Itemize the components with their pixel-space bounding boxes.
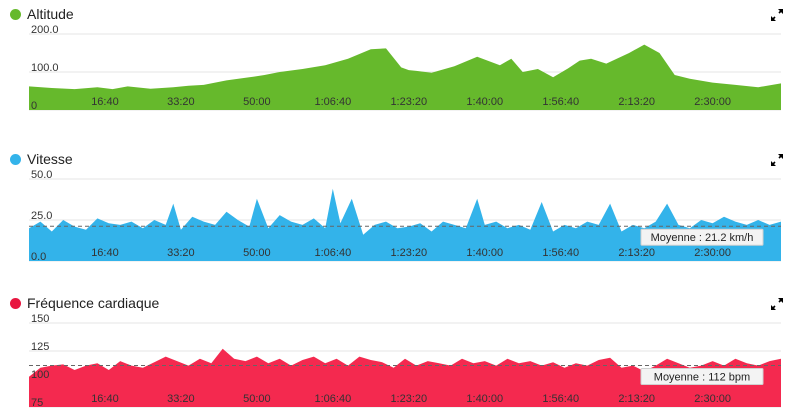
vitesse-title: Vitesse bbox=[27, 151, 73, 167]
x-tick-label: 1:40:00 bbox=[466, 96, 503, 108]
frequence-cardiaque-header: Fréquence cardiaque bbox=[10, 293, 159, 313]
series-area bbox=[29, 188, 781, 261]
x-tick-label: 1:06:40 bbox=[314, 247, 351, 259]
x-tick-label: 2:13:20 bbox=[618, 96, 655, 108]
x-tick-label: 1:23:20 bbox=[390, 96, 427, 108]
x-tick-label: 1:23:20 bbox=[390, 393, 427, 405]
x-tick-label: 1:40:00 bbox=[466, 393, 503, 405]
expand-icon[interactable] bbox=[770, 8, 784, 22]
y-tick-label: 25.0 bbox=[31, 210, 52, 222]
x-tick-label: 1:23:20 bbox=[390, 247, 427, 259]
x-tick-label: 1:40:00 bbox=[466, 247, 503, 259]
x-tick-label: 1:06:40 bbox=[314, 393, 351, 405]
average-badge: Moyenne : 21.2 km/h bbox=[640, 228, 764, 246]
x-tick-label: 1:56:40 bbox=[542, 393, 579, 405]
altitude-header: Altitude bbox=[10, 4, 74, 24]
x-tick-label: 2:30:00 bbox=[694, 393, 731, 405]
series-area bbox=[29, 44, 781, 110]
x-tick-label: 2:30:00 bbox=[694, 247, 731, 259]
x-tick-label: 50:00 bbox=[243, 393, 271, 405]
altitude-title: Altitude bbox=[27, 6, 74, 22]
y-tick-label: 75 bbox=[31, 397, 43, 409]
vitesse-header: Vitesse bbox=[10, 149, 73, 169]
x-tick-label: 16:40 bbox=[91, 96, 119, 108]
series-area bbox=[29, 348, 781, 407]
expand-icon[interactable] bbox=[770, 297, 784, 311]
vitesse-panel: Vitesse 50.0 25.0 0.0 16:40 33:20 50:00 1:06:4… bbox=[0, 149, 793, 267]
x-tick-label: 16:40 bbox=[91, 247, 119, 259]
average-label: Moyenne : 21.2 km/h bbox=[651, 232, 754, 244]
vitesse-dot-icon bbox=[10, 153, 21, 165]
altitude-panel: Altitude 200.0 100.0 0 16:40 33:20 50:00 1:06:… bbox=[0, 4, 793, 116]
average-badge: Moyenne : 112 bpm bbox=[640, 368, 764, 386]
x-tick-label: 16:40 bbox=[91, 393, 119, 405]
y-tick-label: 150 bbox=[31, 313, 49, 325]
x-tick-label: 1:56:40 bbox=[542, 247, 579, 259]
altitude-chart: 200.0 100.0 0 16:40 33:20 50:00 1:06:40 1:23:20… bbox=[29, 24, 781, 112]
y-tick-label: 0.0 bbox=[31, 251, 46, 263]
x-tick-label: 2:13:20 bbox=[618, 247, 655, 259]
y-tick-label: 100 bbox=[31, 369, 49, 381]
frequence-cardiaque-chart: 150 125 100 75 16:40 33:20 50:00 1:06:40 1:23:20… bbox=[29, 313, 781, 409]
x-tick-label: 33:20 bbox=[167, 96, 195, 108]
frequence-cardiaque-panel: Fréquence cardiaque 150 125 100 75 16:40 33:2… bbox=[0, 293, 793, 417]
y-tick-label: 100.0 bbox=[31, 62, 59, 74]
x-tick-label: 2:30:00 bbox=[694, 96, 731, 108]
x-tick-label: 1:06:40 bbox=[314, 96, 351, 108]
average-badge-box bbox=[640, 368, 764, 386]
expand-icon[interactable] bbox=[770, 153, 784, 167]
y-tick-label: 50.0 bbox=[31, 169, 52, 181]
x-tick-label: 1:56:40 bbox=[542, 96, 579, 108]
frequence-cardiaque-title: Fréquence cardiaque bbox=[27, 295, 160, 311]
y-tick-label: 200.0 bbox=[31, 24, 59, 36]
average-label: Moyenne : 112 bpm bbox=[654, 372, 750, 384]
vitesse-chart: 50.0 25.0 0.0 16:40 33:20 50:00 1:06:40 1:23:20… bbox=[29, 169, 781, 263]
x-tick-label: 50:00 bbox=[243, 96, 271, 108]
y-tick-label: 0 bbox=[31, 100, 37, 112]
x-tick-label: 50:00 bbox=[243, 247, 271, 259]
average-badge-box bbox=[640, 228, 764, 246]
x-tick-label: 33:20 bbox=[167, 393, 195, 405]
altitude-dot-icon bbox=[10, 8, 21, 20]
x-tick-label: 33:20 bbox=[167, 247, 195, 259]
y-tick-label: 125 bbox=[31, 341, 49, 353]
frequence-cardiaque-dot-icon bbox=[10, 297, 21, 309]
x-tick-label: 2:13:20 bbox=[618, 393, 655, 405]
